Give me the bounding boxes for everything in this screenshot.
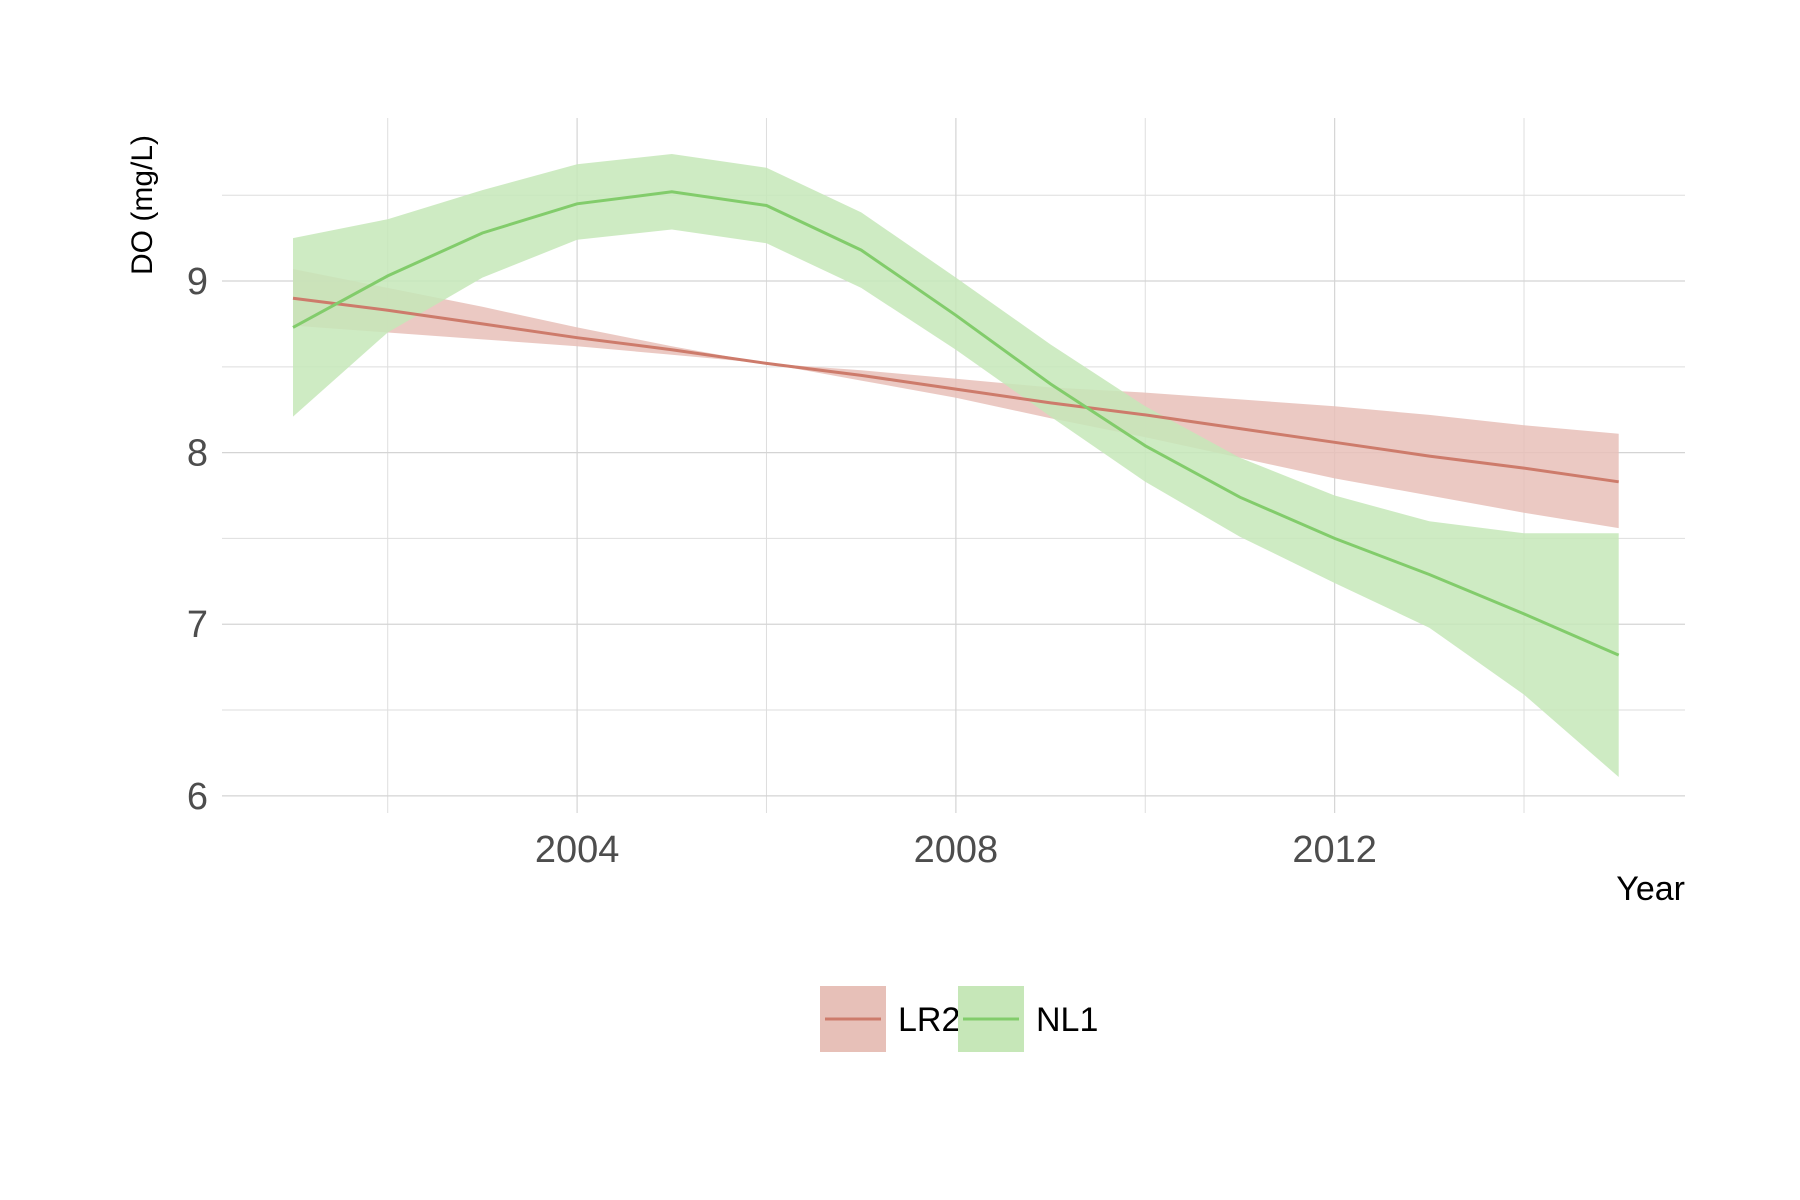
line-nl1 <box>292 190 1620 657</box>
legend-label: NL1 <box>1036 1001 1098 1039</box>
x-tick-label: 2004 <box>535 829 620 871</box>
line-lr2 <box>292 296 1619 484</box>
x-tick-label: 2008 <box>914 829 999 871</box>
tick-labels: 6 7 8 9 2004 2008 2012 <box>187 261 1377 871</box>
y-tick-label: 9 <box>187 261 208 303</box>
legend-item-lr2: LR2 <box>820 986 960 1052</box>
legend-item-nl1: NL1 <box>958 986 1098 1052</box>
series-layer <box>292 154 1620 777</box>
legend: LR2 NL1 <box>820 986 1098 1052</box>
x-axis-title: Year <box>1616 870 1685 908</box>
x-tick-label: 2012 <box>1292 829 1377 871</box>
y-tick-label: 7 <box>187 604 208 646</box>
y-tick-label: 6 <box>187 776 208 818</box>
ribbon-lr2 <box>293 269 1619 529</box>
y-axis-title: DO (mg/L) <box>126 135 159 275</box>
legend-label: LR2 <box>898 1001 960 1039</box>
y-tick-label: 8 <box>187 433 208 475</box>
ribbon-nl1 <box>293 154 1619 777</box>
